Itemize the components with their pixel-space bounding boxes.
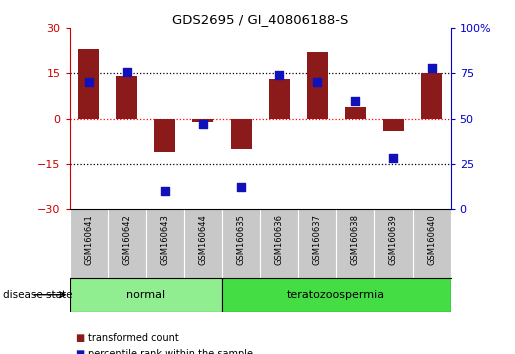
Text: teratozoospermia: teratozoospermia (287, 290, 385, 300)
Bar (307, 52, 328, 119)
Bar (78, 50, 99, 119)
Bar (116, 76, 137, 119)
Text: GSM160637: GSM160637 (313, 215, 322, 266)
Text: normal: normal (126, 290, 165, 300)
Text: disease state: disease state (3, 290, 72, 300)
Point (84, 80, 93, 85)
Point (123, 69, 131, 74)
Bar (383, 119, 404, 131)
Bar (222, 278, 451, 312)
Bar (269, 80, 289, 119)
Point (275, 73, 283, 78)
Bar (70, 278, 222, 312)
Text: GSM160638: GSM160638 (351, 215, 360, 266)
Text: GSM160636: GSM160636 (274, 215, 284, 266)
Bar (193, 119, 213, 122)
Text: GSM160641: GSM160641 (84, 215, 93, 265)
Bar (421, 74, 442, 119)
Point (427, 65, 436, 71)
Point (199, 121, 207, 127)
Text: GSM160643: GSM160643 (160, 215, 169, 265)
Text: GSM160644: GSM160644 (198, 215, 208, 265)
Text: GSM160642: GSM160642 (122, 215, 131, 265)
Point (161, 188, 169, 194)
Point (313, 80, 321, 85)
Bar (345, 107, 366, 119)
Point (389, 155, 398, 161)
Text: GSM160635: GSM160635 (236, 215, 246, 265)
Text: transformed count: transformed count (88, 333, 178, 343)
Bar (154, 119, 175, 152)
Point (237, 184, 245, 190)
Point (351, 98, 359, 103)
Text: ■: ■ (75, 349, 84, 354)
Text: ■: ■ (75, 333, 84, 343)
Text: percentile rank within the sample: percentile rank within the sample (88, 349, 252, 354)
Text: GSM160639: GSM160639 (389, 215, 398, 265)
Title: GDS2695 / GI_40806188-S: GDS2695 / GI_40806188-S (172, 13, 348, 26)
Text: GSM160640: GSM160640 (427, 215, 436, 265)
Bar (231, 119, 251, 149)
